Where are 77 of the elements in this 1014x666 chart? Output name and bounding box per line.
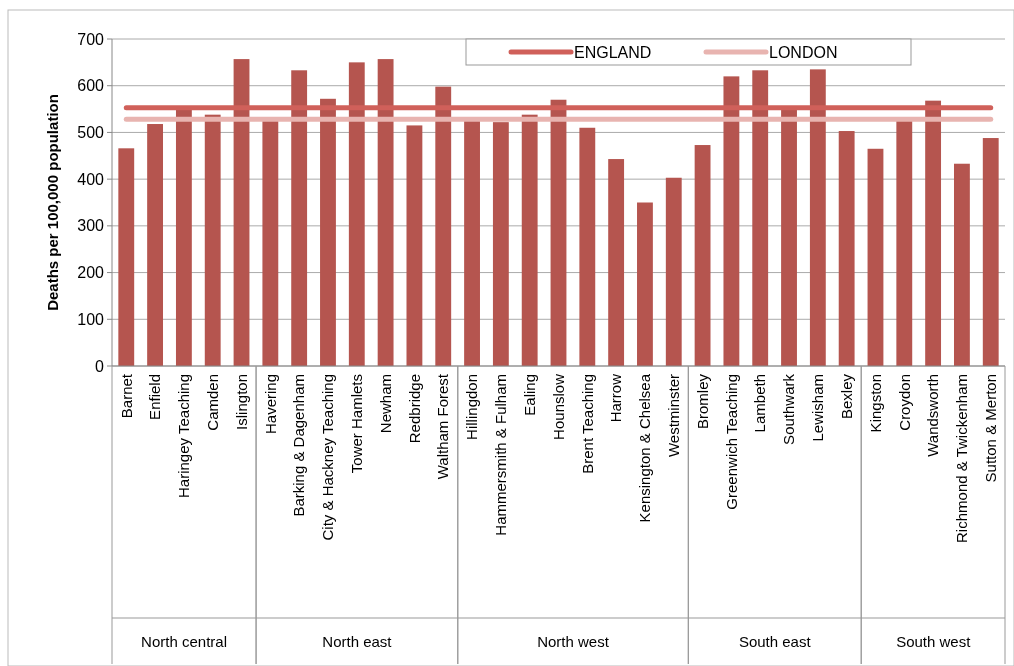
legend-label: LONDON bbox=[769, 43, 838, 61]
x-tick-label: Southwark bbox=[780, 373, 798, 445]
bar bbox=[464, 120, 480, 366]
y-tick-label: 400 bbox=[77, 170, 105, 188]
bar bbox=[752, 70, 769, 366]
bar bbox=[925, 100, 942, 366]
text: South east bbox=[738, 633, 812, 651]
legend-label: ENGLAND bbox=[574, 43, 652, 61]
x-tick-label: Wandsworth bbox=[924, 374, 942, 457]
x-tick-label: Tower Hamlets bbox=[348, 374, 366, 474]
bar bbox=[320, 98, 336, 366]
x-tick-label: Kensington & Chelsea bbox=[636, 373, 654, 523]
bar bbox=[809, 69, 826, 366]
y-tick-label: 500 bbox=[77, 124, 105, 142]
text: South west bbox=[896, 633, 972, 651]
y-tick-label: 700 bbox=[77, 30, 105, 48]
bar bbox=[867, 148, 884, 366]
bar bbox=[521, 114, 538, 366]
x-tick-label: Barking & Dagenham bbox=[290, 374, 308, 517]
bar bbox=[147, 124, 163, 366]
x-tick-label: Hammersmith & Fulham bbox=[492, 374, 510, 536]
text: North central bbox=[141, 633, 227, 651]
x-tick-label: Haringey Teaching bbox=[175, 374, 193, 498]
y-tick-label: 100 bbox=[77, 310, 105, 328]
x-tick-label: Croydon bbox=[895, 374, 913, 431]
bar bbox=[954, 163, 970, 366]
x-tick-label: Westminster bbox=[665, 374, 683, 458]
bar bbox=[694, 145, 711, 366]
x-tick-label: Sutton & Merton bbox=[981, 374, 999, 483]
bar bbox=[291, 70, 308, 366]
x-tick-label: Newham bbox=[376, 374, 394, 434]
bar bbox=[262, 120, 279, 366]
x-tick-label: Waltham Forest bbox=[434, 373, 452, 480]
text: North east bbox=[322, 633, 393, 651]
x-tick-label: Havering bbox=[261, 374, 279, 435]
bar bbox=[665, 177, 682, 366]
bar bbox=[608, 159, 625, 366]
bar bbox=[896, 120, 913, 366]
x-tick-label: Lewisham bbox=[809, 374, 827, 442]
x-tick-label: Hillingdon bbox=[463, 374, 481, 440]
x-tick-label: Camden bbox=[203, 374, 221, 431]
y-tick-label: 200 bbox=[77, 264, 105, 282]
bar bbox=[233, 59, 250, 366]
y-tick-label: 600 bbox=[77, 77, 105, 95]
x-tick-label: Islington bbox=[232, 374, 250, 430]
bar bbox=[435, 86, 452, 366]
bar bbox=[118, 148, 135, 366]
x-tick-label: Redbridge bbox=[405, 374, 423, 444]
x-tick-label: Greenwich Teaching bbox=[722, 374, 740, 510]
bar bbox=[492, 122, 509, 366]
x-tick-label: Bexley bbox=[837, 373, 855, 420]
x-tick-label: Richmond & Twickenham bbox=[953, 374, 971, 543]
x-tick-label: Enfield bbox=[146, 374, 164, 420]
x-tick-label: Kingston bbox=[866, 374, 884, 433]
x-tick-label: Hounslow bbox=[549, 373, 567, 440]
x-tick-label: Brent Teaching bbox=[578, 374, 596, 474]
bar bbox=[579, 127, 596, 366]
x-tick-label: Bromley bbox=[693, 373, 711, 430]
bar bbox=[204, 114, 221, 366]
x-tick-label: City & Hackney Teaching bbox=[319, 374, 337, 541]
x-tick-label: Harrow bbox=[607, 373, 625, 423]
bar bbox=[406, 125, 423, 366]
y-axis-title: Deaths per 100,000 population bbox=[44, 94, 61, 311]
x-tick-label: Ealing bbox=[520, 374, 538, 416]
bar bbox=[377, 59, 394, 366]
bar bbox=[723, 76, 740, 366]
bar bbox=[348, 62, 365, 366]
bar bbox=[982, 138, 999, 366]
text: North west bbox=[537, 633, 610, 651]
bar bbox=[550, 99, 567, 366]
bar bbox=[175, 107, 192, 366]
x-tick-label: Barnet bbox=[117, 373, 135, 419]
y-tick-label: 0 bbox=[95, 357, 105, 375]
y-tick-label: 300 bbox=[77, 217, 105, 235]
bar bbox=[637, 202, 653, 366]
bar bbox=[838, 131, 855, 366]
x-tick-label: Lambeth bbox=[751, 374, 769, 433]
